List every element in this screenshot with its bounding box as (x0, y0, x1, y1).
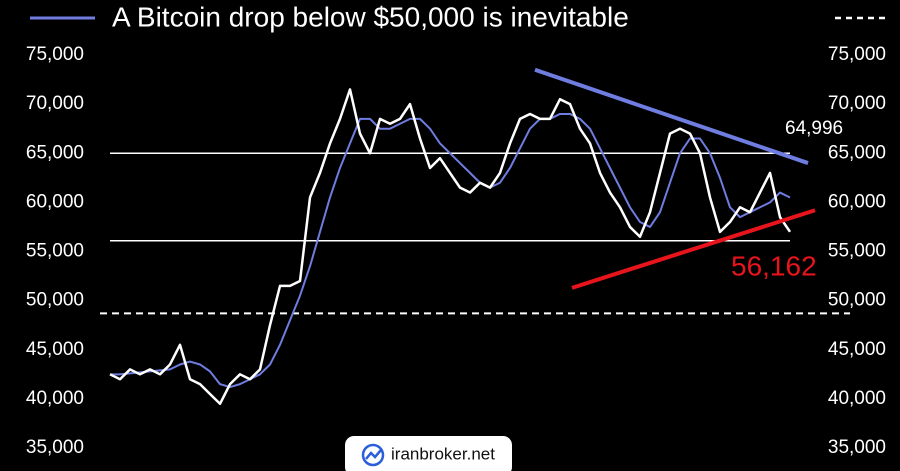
watermark-text: iranbroker.net (391, 444, 495, 463)
y2-tick-label: 75,000 (828, 44, 886, 65)
series-line (110, 112, 791, 389)
trend-line (534, 67, 809, 165)
watermark: iranbroker.net (345, 436, 512, 471)
y2-tick-label: 40,000 (828, 388, 886, 409)
chart-title: A Bitcoin drop below $50,000 is inevitab… (112, 1, 629, 32)
y-tick-label: 70,000 (26, 93, 84, 114)
watermark-box (345, 436, 512, 471)
y2-tick-label: 45,000 (828, 339, 886, 360)
y-tick-label: 50,000 (26, 290, 84, 311)
y2-tick-label: 70,000 (828, 93, 886, 114)
y-tick-label: 65,000 (26, 142, 84, 163)
trend-line (571, 208, 816, 290)
watermark-icon (365, 449, 382, 460)
annotation: 56,162 (731, 250, 817, 281)
y-tick-label: 40,000 (26, 388, 84, 409)
series-line (109, 88, 792, 406)
y2-tick-label: 50,000 (828, 290, 886, 311)
y2-tick-label: 55,000 (828, 241, 886, 262)
annotation: 64,996 (785, 118, 843, 139)
y-tick-label: 35,000 (26, 437, 84, 458)
y-tick-label: 45,000 (26, 339, 84, 360)
y-tick-label: 55,000 (26, 241, 84, 262)
y2-tick-label: 65,000 (828, 142, 886, 163)
y-tick-label: 60,000 (26, 191, 84, 212)
y2-tick-label: 60,000 (828, 191, 886, 212)
y2-tick-label: 35,000 (828, 437, 886, 458)
y-tick-label: 75,000 (26, 44, 84, 65)
watermark-icon (361, 443, 385, 467)
